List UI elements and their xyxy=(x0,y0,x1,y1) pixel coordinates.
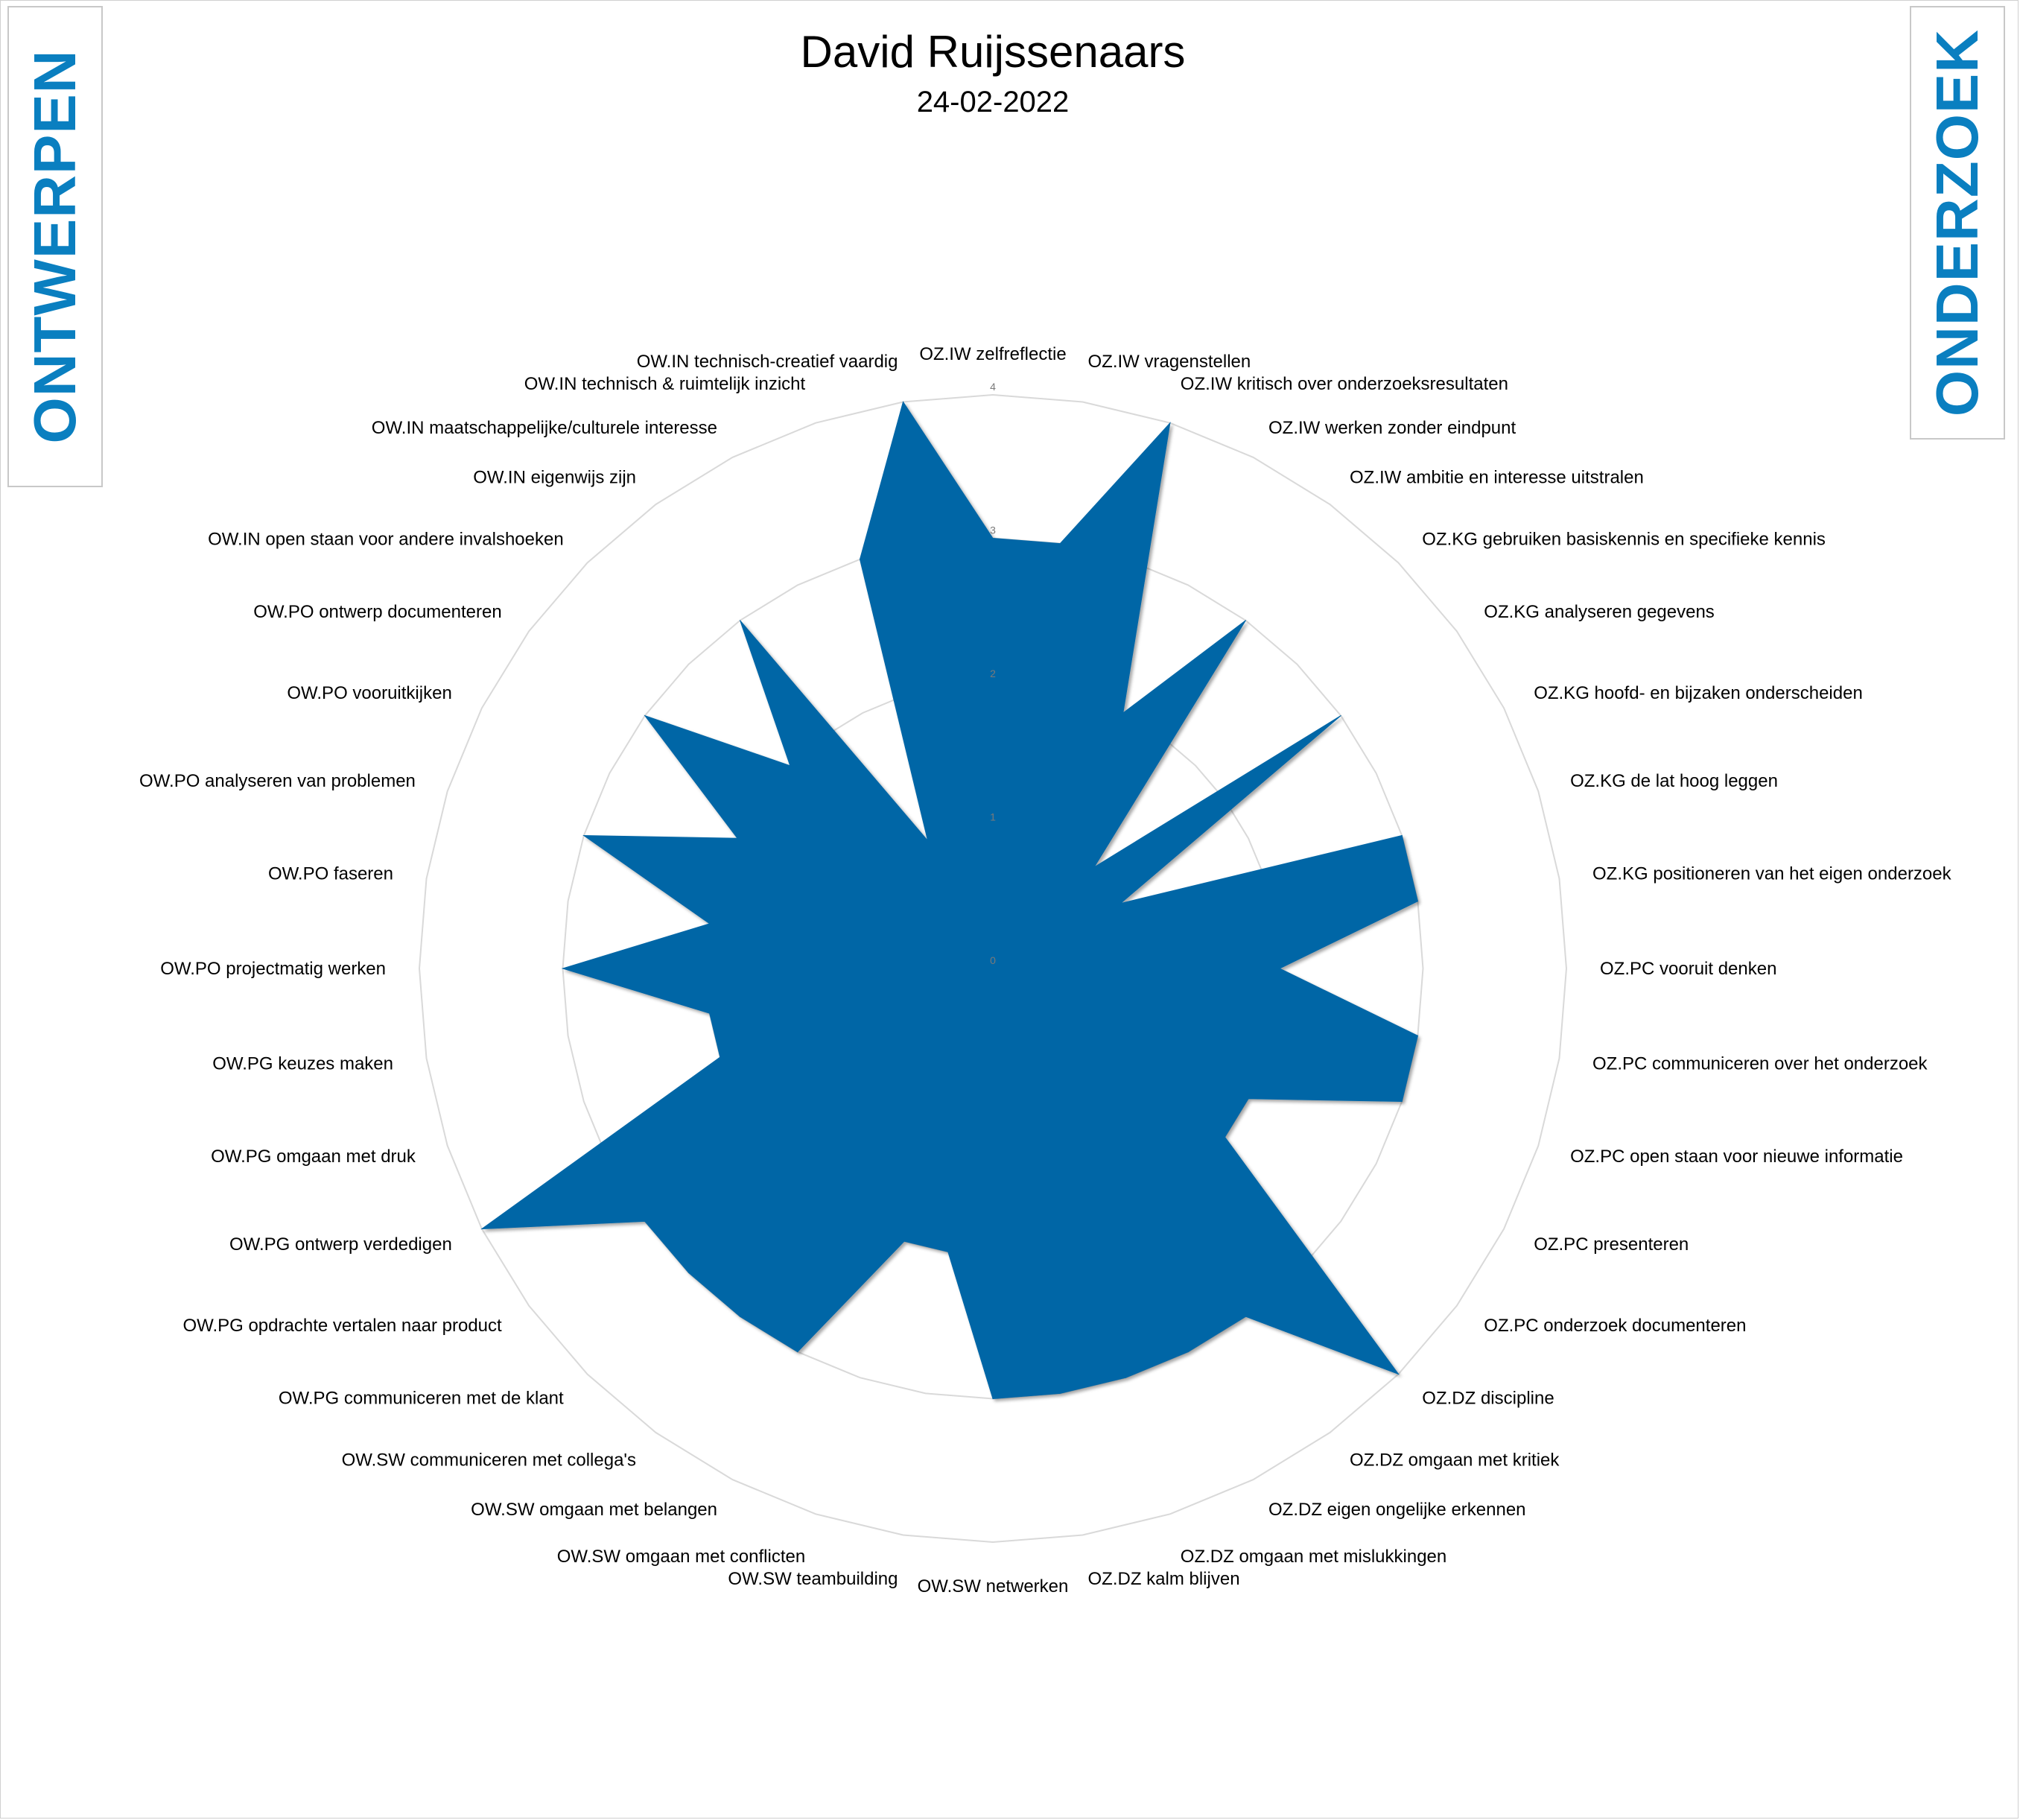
category-label: OW.IN open staan voor andere invalshoeke… xyxy=(208,530,564,550)
category-label: OW.PO analyseren van problemen xyxy=(139,771,416,791)
data-point xyxy=(992,538,994,539)
category-label: OW.SW communiceren met collega's xyxy=(342,1450,636,1470)
data-point xyxy=(644,715,646,717)
data-point xyxy=(1169,422,1171,424)
tick-label: 3 xyxy=(990,524,996,536)
category-label: OW.PG omgaan met druk xyxy=(211,1147,416,1167)
category-label: OW.PO faseren xyxy=(268,864,393,884)
tick-label: 2 xyxy=(990,668,996,679)
category-label: OZ.PC communiceren over het onderzoek xyxy=(1592,1054,1928,1074)
data-point xyxy=(1401,835,1403,836)
category-label: OZ.KG hoofd- en bijzaken onderscheiden xyxy=(1534,683,1863,703)
category-label: OW.IN technisch-creatief vaardig xyxy=(637,352,898,372)
data-point xyxy=(1245,620,1246,621)
side-label-box-right: ONDERZOEK xyxy=(1910,6,2005,440)
tick-label: 1 xyxy=(990,811,996,823)
series-area-0 xyxy=(480,401,1418,1400)
category-label: OZ.DZ eigen ongelijke erkennen xyxy=(1268,1500,1526,1520)
category-label: OZ.IW zelfreflectie xyxy=(919,344,1066,364)
category-label: OW.IN maatschappelijke/culturele interes… xyxy=(372,418,717,438)
data-point xyxy=(688,1272,690,1273)
category-label: OZ.DZ omgaan met mislukkingen xyxy=(1181,1547,1446,1567)
data-point xyxy=(481,1228,483,1230)
category-label: OZ.KG analyseren gegevens xyxy=(1484,602,1715,622)
tick-label: 0 xyxy=(990,954,996,966)
data-point xyxy=(1125,1377,1126,1378)
data-point xyxy=(1401,1101,1403,1102)
category-label: OZ.DZ kalm blijven xyxy=(1088,1569,1240,1589)
data-point xyxy=(1120,903,1121,904)
grid-ring-4 xyxy=(418,393,1568,1544)
category-label: OZ.KG gebruiken basiskennis en specifiek… xyxy=(1422,530,1826,550)
radial-ticks: 0 1 2 3 4 xyxy=(990,381,996,966)
data-point xyxy=(562,968,563,969)
category-label: OW.SW teambuilding xyxy=(728,1569,898,1589)
category-label: OW.PO ontwerp documenteren xyxy=(253,602,502,622)
category-label: OZ.PC vooruit denken xyxy=(1600,959,1776,979)
category-label: OW.IN eigenwijs zijn xyxy=(473,468,636,488)
data-point xyxy=(1059,1392,1061,1394)
data-point xyxy=(1059,543,1061,545)
data-point xyxy=(797,1351,798,1353)
data-point xyxy=(927,840,929,841)
category-label: OW.PG keuzes maken xyxy=(212,1054,393,1074)
tick-label: 4 xyxy=(990,381,996,393)
data-point xyxy=(903,1240,905,1242)
data-point xyxy=(1122,712,1124,714)
category-label: OW.SW netwerken xyxy=(918,1576,1069,1597)
category-label: OZ.IW kritisch over onderzoeksresultaten xyxy=(1181,374,1508,394)
data-point xyxy=(1093,866,1095,868)
category-label: OW.SW omgaan met belangen xyxy=(471,1500,717,1520)
data-point xyxy=(709,923,711,925)
data-point xyxy=(1245,1316,1246,1317)
category-label: OZ.DZ discipline xyxy=(1422,1388,1554,1408)
category-label: OZ.IW vragenstellen xyxy=(1088,352,1251,372)
category-label: OZ.KG de lat hoog leggen xyxy=(1570,771,1778,791)
category-label: OZ.PC onderzoek documenteren xyxy=(1484,1316,1746,1336)
chart-title: David Ruijssenaars xyxy=(801,27,1186,77)
category-label: OW.IN technisch & ruimtelijk inzicht xyxy=(524,374,806,394)
radar-series xyxy=(480,401,1418,1400)
category-label: OZ.IW werken zonder eindpunt xyxy=(1268,418,1516,438)
category-label: OZ.PC open staan voor nieuwe informatie xyxy=(1570,1147,1903,1167)
chart-subtitle: 24-02-2022 xyxy=(917,86,1070,118)
data-point xyxy=(644,1220,646,1222)
data-point xyxy=(583,835,585,836)
data-point xyxy=(737,837,738,839)
category-labels: OZ.IW zelfreflectie OZ.IW vragenstellenOZ… xyxy=(139,344,1952,1597)
data-point xyxy=(992,1398,994,1399)
category-label: OW.PG communiceren met de klant xyxy=(279,1388,564,1408)
category-label: OW.PO vooruitkijken xyxy=(287,683,451,703)
data-point xyxy=(709,1012,711,1014)
category-label: OW.PG opdrachte vertalen naar product xyxy=(182,1316,502,1336)
category-label: OZ.IW ambitie en interesse uitstralen xyxy=(1350,468,1644,488)
category-label: OW.PO projectmatig werken xyxy=(160,959,386,979)
side-label-box-left: ONTWERPEN xyxy=(7,6,103,487)
data-point xyxy=(1187,1351,1189,1353)
data-point xyxy=(1248,1098,1249,1100)
category-label: OZ.KG positioneren van het eigen onderzo… xyxy=(1592,864,1952,884)
category-label: OZ.PC presenteren xyxy=(1534,1234,1689,1255)
category-label: OW.SW omgaan met conflicten xyxy=(557,1547,805,1567)
category-label: OZ.DZ omgaan met kritiek xyxy=(1350,1450,1560,1470)
category-label: OW.PG ontwerp verdedigen xyxy=(229,1234,452,1255)
